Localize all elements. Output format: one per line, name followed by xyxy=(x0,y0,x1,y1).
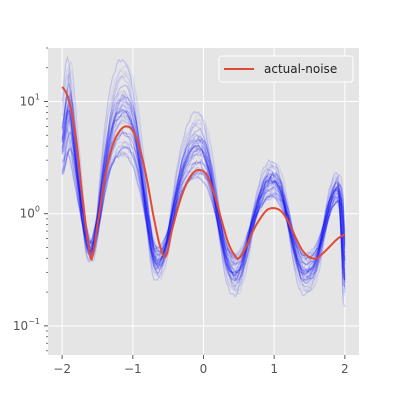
ensemble-line xyxy=(61,137,346,264)
ensemble-line xyxy=(61,130,346,267)
ensemble-line xyxy=(61,55,346,307)
ensemble-line xyxy=(61,110,346,278)
ensemble-line xyxy=(61,108,346,283)
ensemble-line xyxy=(61,117,345,274)
ensemble-line xyxy=(61,108,346,281)
ensemble-line xyxy=(61,82,346,294)
ensemble-line xyxy=(61,98,346,281)
x-tick-label: 0 xyxy=(200,362,208,376)
ensemble-line xyxy=(61,94,346,282)
ensemble-line xyxy=(61,109,346,278)
series-line-actual-noise xyxy=(61,86,346,262)
grid xyxy=(48,48,359,355)
ensemble-line xyxy=(61,102,346,279)
ensemble-line xyxy=(61,90,346,282)
legend-box xyxy=(218,55,354,83)
x-tick-label: −2 xyxy=(53,362,71,376)
y-tick-base: 10 xyxy=(20,207,35,221)
ensemble-line xyxy=(61,69,346,292)
legend-label: actual-noise xyxy=(264,62,337,76)
ensemble-line xyxy=(61,150,345,261)
ensemble-line xyxy=(61,85,346,290)
ensemble-line xyxy=(61,74,346,296)
ensemble-line xyxy=(61,93,346,287)
ensemble-line xyxy=(61,103,346,281)
ensemble-line xyxy=(61,116,346,276)
ensemble-line xyxy=(61,112,346,280)
ensemble-line xyxy=(61,66,346,301)
ensemble-line xyxy=(61,96,346,287)
ensemble-line xyxy=(62,109,346,275)
legend: actual-noise xyxy=(218,55,354,83)
y-tick-exponent: 1 xyxy=(35,93,40,102)
series-lines xyxy=(61,86,346,262)
ensemble-line xyxy=(61,71,346,292)
ensemble-line xyxy=(61,144,346,262)
ensemble-line xyxy=(61,60,346,296)
ensemble-line xyxy=(61,151,346,261)
y-tick-exponent: −1 xyxy=(28,317,40,326)
y-tick-label: 100 xyxy=(20,205,40,221)
x-tick-label: 1 xyxy=(270,362,278,376)
ensemble-line xyxy=(61,145,346,261)
ensemble-line xyxy=(61,87,346,289)
ensemble-line xyxy=(62,131,346,267)
ensemble-lines xyxy=(61,55,346,307)
ensemble-line xyxy=(61,148,346,259)
ensemble-line xyxy=(61,96,346,285)
x-tick-label: −1 xyxy=(124,362,142,376)
ensemble-line xyxy=(61,106,346,280)
y-tick-exponent: 0 xyxy=(35,205,40,214)
y-tick-base: 10 xyxy=(13,319,28,333)
y-tick-label: 101 xyxy=(20,93,40,109)
x-tick-label: 2 xyxy=(341,362,349,376)
y-tick-label: 10−1 xyxy=(13,317,40,333)
y-tick-base: 10 xyxy=(20,95,35,109)
ensemble-line xyxy=(61,146,346,260)
